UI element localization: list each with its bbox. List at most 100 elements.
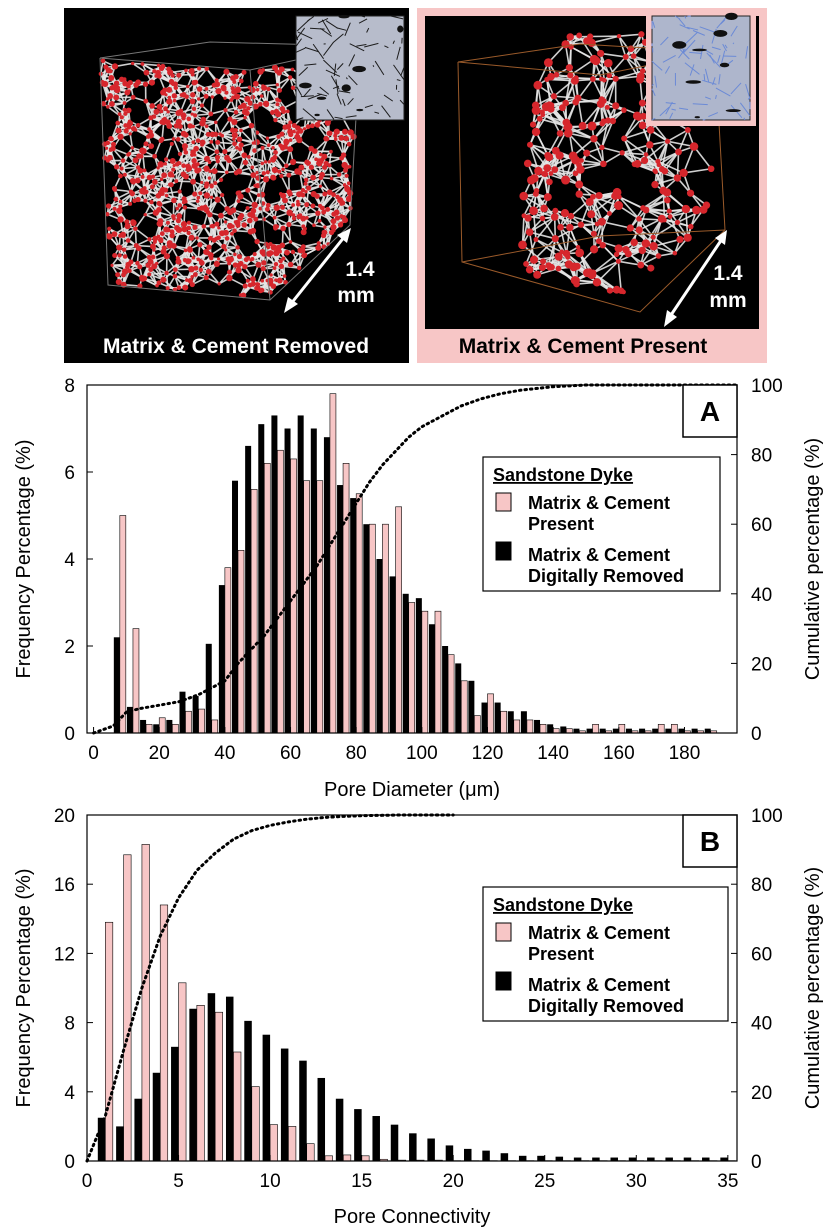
bar-removed	[171, 1046, 179, 1161]
bar-removed	[442, 646, 449, 733]
bar-present	[158, 717, 166, 734]
bar-removed	[455, 663, 462, 733]
bar-removed	[192, 696, 199, 733]
bar-removed	[134, 1098, 142, 1161]
bar-removed	[518, 1155, 527, 1161]
chart-b: 0 5 10 15 20 25 30 35 0 4 8 12 16 20 0 20 40 60 80 100 B Sa…	[13, 806, 824, 1228]
panel-caption: Matrix & Cement Present	[459, 335, 708, 358]
chart-a-cumulative-line	[92, 383, 739, 735]
bar-removed	[720, 1157, 728, 1161]
y2-tick-label: 100	[751, 806, 783, 827]
bar-removed	[665, 1157, 673, 1161]
y2-tick-label: 0	[751, 724, 762, 745]
bar-present	[369, 523, 376, 734]
bar-present	[198, 708, 205, 734]
chart-b-frame	[86, 814, 738, 1162]
bar-removed	[372, 1116, 380, 1161]
bar-present	[657, 723, 665, 734]
chart-b-y2label: Cumulative percentage (%)	[802, 867, 824, 1109]
bar-removed	[592, 1157, 600, 1161]
bar-removed	[691, 728, 698, 733]
y-tick-label: 0	[64, 1152, 75, 1173]
bar-removed	[610, 1157, 618, 1161]
bar-removed	[310, 428, 317, 733]
bar-removed	[126, 706, 133, 733]
bar-removed	[297, 415, 304, 733]
bar-present	[382, 523, 389, 734]
legend-swatch-removed	[495, 541, 512, 561]
bar-removed	[140, 719, 147, 733]
bar-removed	[560, 726, 567, 733]
legend-box	[482, 456, 721, 592]
y2-tick-label: 100	[751, 376, 783, 397]
bar-removed	[166, 719, 173, 733]
bar-present	[237, 549, 245, 734]
legend-entry-present-line1: Matrix & Cement	[528, 923, 670, 943]
y-tick-label: 20	[54, 806, 75, 827]
bar-present	[434, 610, 442, 734]
y2-tick-label: 80	[751, 875, 772, 896]
bar-removed	[354, 1109, 362, 1161]
bar-removed	[520, 711, 527, 733]
bar-removed	[500, 1153, 509, 1161]
y-tick-label: 0	[64, 724, 75, 745]
bar-present	[251, 1086, 260, 1162]
scale-unit: mm	[337, 284, 374, 307]
y2-tick-label: 20	[751, 654, 772, 675]
bar-present	[342, 462, 350, 734]
y-tick-label: 2	[64, 637, 75, 658]
bar-present	[408, 602, 416, 734]
chart-a-y2label: Cumulative percentage (%)	[802, 438, 824, 680]
x-tick-label: 180	[669, 743, 701, 764]
bar-present	[214, 1011, 223, 1162]
bar-present	[526, 719, 534, 734]
bar-present	[119, 515, 127, 734]
bar-present	[539, 723, 547, 734]
bar-removed	[573, 728, 580, 733]
image-panel-removed: 1.4 mm Matrix & Cement Removed	[64, 8, 409, 363]
bar-present	[172, 723, 179, 734]
x-tick-label: 35	[717, 1171, 738, 1192]
bar-removed	[218, 585, 225, 733]
bar-removed	[481, 702, 488, 733]
x-tick-label: 10	[260, 1171, 281, 1192]
legend-entry-removed-line2: Digitally Removed	[528, 996, 684, 1016]
bar-removed	[534, 719, 541, 733]
scale-arrow	[664, 230, 727, 327]
bar-present	[343, 1154, 352, 1162]
x-tick-label: 15	[351, 1171, 372, 1192]
bar-removed	[207, 993, 216, 1161]
legend-swatch-present	[495, 922, 512, 942]
chart-b-ylabel: Frequency Percentage (%)	[13, 868, 35, 1107]
scale-unit: mm	[709, 289, 746, 312]
x-tick-label: 30	[626, 1171, 647, 1192]
bar-present	[132, 628, 140, 734]
bar-present	[460, 680, 468, 734]
x-tick-label: 20	[443, 1171, 464, 1192]
bar-present	[178, 982, 187, 1162]
bar-removed	[232, 480, 239, 733]
bar-removed	[704, 728, 711, 733]
bar-present	[355, 493, 363, 734]
y2-tick-label: 60	[751, 515, 772, 536]
chart-b-panel-label: B	[700, 826, 720, 857]
x-tick-label: 0	[88, 743, 99, 764]
bar-removed	[625, 728, 632, 733]
chart-b-bars	[97, 844, 736, 1162]
bar-removed	[97, 1117, 106, 1161]
x-tick-label: 160	[603, 743, 635, 764]
y-tick-label: 6	[64, 463, 75, 484]
bar-present	[277, 449, 284, 734]
chart-b-xlabel: Pore Connectivity	[334, 1206, 491, 1228]
bar-removed	[494, 702, 501, 733]
legend-title: Sandstone Dyke	[493, 895, 633, 915]
bar-removed	[415, 598, 422, 733]
bar-removed	[244, 1020, 252, 1161]
bar-removed	[389, 576, 396, 733]
bar-present	[513, 719, 521, 734]
bar-removed	[482, 1150, 490, 1161]
bar-present	[329, 393, 337, 734]
scale-value: 1.4	[345, 258, 375, 281]
bar-present	[185, 710, 192, 734]
bar-removed	[363, 524, 370, 733]
